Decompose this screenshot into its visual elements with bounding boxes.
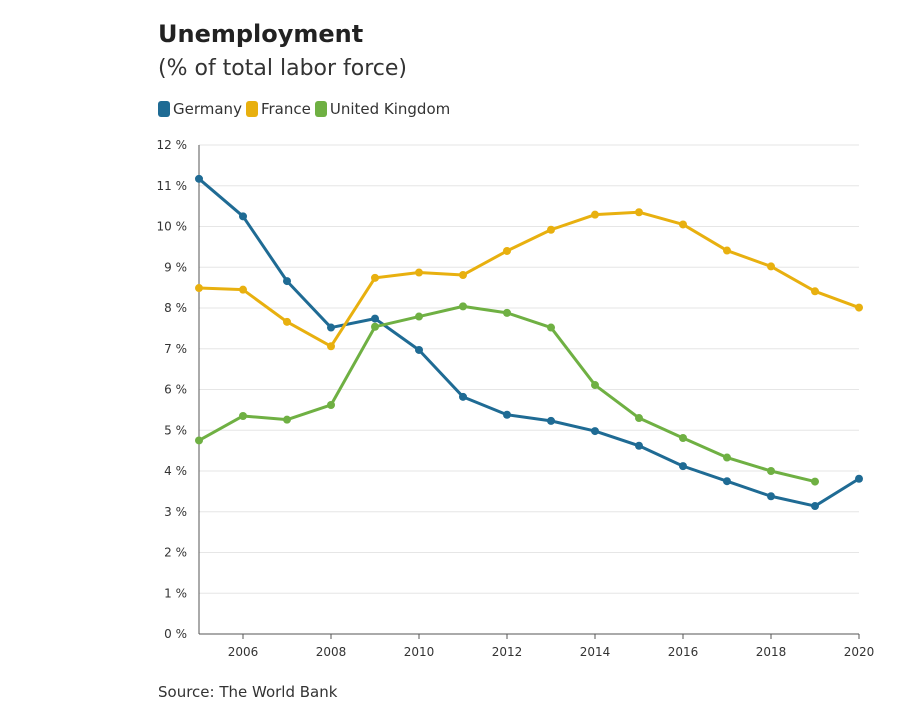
- series-line-france: [197, 210, 861, 348]
- data-point-france-2016: [679, 220, 687, 229]
- data-point-united-kingdom-2015: [635, 414, 643, 423]
- data-point-germany-2007: [283, 277, 291, 286]
- data-point-united-kingdom-2011: [459, 302, 467, 311]
- data-point-germany-2011: [459, 392, 467, 401]
- data-point-france-2006: [239, 285, 247, 294]
- series-line-germany: [197, 177, 861, 508]
- data-point-france-2015: [635, 208, 643, 217]
- y-tick-label-2: 2 %: [164, 546, 187, 560]
- data-point-germany-2016: [679, 462, 687, 471]
- data-point-germany-2010: [415, 345, 423, 354]
- y-tick-label-10: 10 %: [157, 220, 188, 234]
- data-point-france-2007: [283, 317, 291, 326]
- data-point-united-kingdom-2010: [415, 312, 423, 321]
- data-point-united-kingdom-2007: [283, 415, 291, 424]
- data-point-germany-2005: [195, 174, 203, 183]
- data-point-france-2017: [723, 246, 731, 255]
- legend-label-united-kingdom: United Kingdom: [329, 100, 451, 118]
- data-point-germany-2018: [767, 492, 775, 501]
- source-note: Source: The World Bank: [158, 683, 338, 701]
- data-point-germany-2014: [591, 427, 599, 436]
- chart-title: Unemployment: [158, 20, 364, 48]
- legend-item-france[interactable]: France: [245, 100, 311, 118]
- y-tick-label-12: 12 %: [157, 138, 188, 152]
- data-point-united-kingdom-2006: [239, 411, 247, 420]
- legend-label-germany: Germany: [173, 100, 242, 118]
- legend-swatch-united-kingdom: [314, 101, 327, 117]
- data-point-germany-2015: [635, 441, 643, 450]
- legend-swatch-germany: [158, 101, 170, 117]
- data-point-france-2008: [327, 342, 335, 351]
- data-point-france-2011: [459, 270, 467, 279]
- legend-item-united-kingdom[interactable]: United Kingdom: [314, 100, 451, 118]
- x-tick-label-2008: 2008: [316, 645, 347, 659]
- y-tick-label-11: 11 %: [157, 179, 188, 193]
- data-point-france-2014: [591, 210, 599, 219]
- data-point-germany-2020: [855, 474, 863, 483]
- data-point-france-2005: [195, 284, 203, 293]
- legend-label-france: France: [260, 100, 311, 118]
- data-point-france-2010: [415, 268, 423, 277]
- data-point-germany-2013: [547, 416, 555, 425]
- data-point-germany-2019: [811, 502, 819, 511]
- legend: Germany France United Kingdom: [158, 100, 454, 118]
- data-point-germany-2009: [371, 314, 379, 323]
- y-tick-label-1: 1 %: [164, 586, 187, 600]
- x-tick-label-2012: 2012: [492, 645, 523, 659]
- data-point-germany-2012: [503, 410, 511, 419]
- data-point-france-2012: [503, 246, 511, 255]
- y-tick-label-3: 3 %: [164, 505, 187, 519]
- y-tick-label-0: 0 %: [164, 627, 187, 641]
- x-tick-label-2016: 2016: [668, 645, 699, 659]
- data-point-united-kingdom-2016: [679, 433, 687, 442]
- y-tick-label-6: 6 %: [164, 383, 187, 397]
- legend-swatch-france: [245, 101, 258, 117]
- y-tick-label-4: 4 %: [164, 464, 187, 478]
- x-tick-label-2014: 2014: [580, 645, 611, 659]
- data-point-united-kingdom-2017: [723, 453, 731, 462]
- data-point-france-2020: [855, 303, 863, 312]
- data-point-united-kingdom-2014: [591, 381, 599, 390]
- data-point-france-2018: [767, 262, 775, 271]
- x-tick-label-2018: 2018: [756, 645, 787, 659]
- data-point-united-kingdom-2012: [503, 308, 511, 317]
- y-tick-label-9: 9 %: [164, 260, 187, 274]
- data-point-united-kingdom-2005: [195, 436, 203, 445]
- legend-item-germany[interactable]: Germany: [158, 100, 242, 118]
- x-tick-label-2020: 2020: [844, 645, 875, 659]
- data-point-germany-2008: [327, 323, 335, 332]
- data-point-france-2013: [547, 225, 555, 234]
- y-tick-label-8: 8 %: [164, 301, 187, 315]
- data-point-united-kingdom-2008: [327, 400, 335, 409]
- data-point-germany-2017: [723, 477, 731, 486]
- data-point-france-2009: [371, 273, 379, 282]
- chart-subtitle: (% of total labor force): [158, 56, 408, 81]
- data-point-germany-2006: [239, 212, 247, 221]
- data-point-united-kingdom-2018: [767, 467, 775, 475]
- y-tick-label-7: 7 %: [164, 342, 187, 356]
- x-tick-label-2010: 2010: [404, 645, 435, 659]
- series-line-united-kingdom: [197, 304, 817, 484]
- data-point-france-2019: [811, 287, 819, 296]
- data-point-united-kingdom-2013: [547, 323, 555, 332]
- y-tick-label-5: 5 %: [164, 423, 187, 437]
- x-tick-label-2006: 2006: [228, 645, 259, 659]
- data-point-united-kingdom-2009: [371, 322, 379, 331]
- data-point-united-kingdom-2019: [811, 477, 819, 486]
